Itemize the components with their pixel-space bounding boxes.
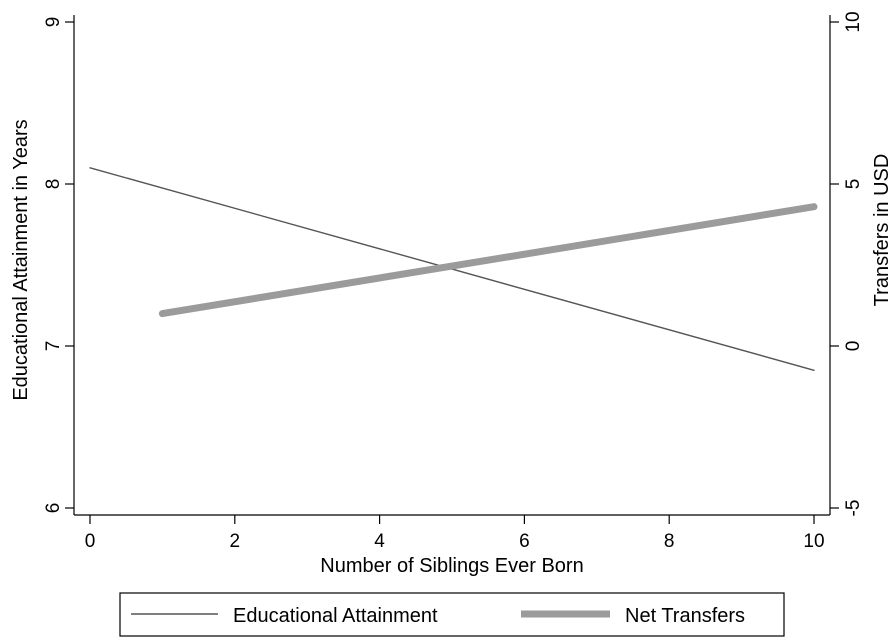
x-tick-label: 10 <box>803 531 824 552</box>
x-ticks: 0 2 4 6 8 10 <box>85 515 825 552</box>
left-y-tick-label: 9 <box>43 17 64 28</box>
legend: Educational Attainment Net Transfers <box>119 592 785 637</box>
x-tick-label: 0 <box>85 531 96 552</box>
legend-label-net-transfers: Net Transfers <box>625 605 745 627</box>
x-tick-label: 6 <box>519 531 530 552</box>
series-layer <box>89 167 818 371</box>
left-y-tick-label: 7 <box>43 341 64 352</box>
right-y-tick-label: -5 <box>843 500 864 517</box>
left-y-tick-label: 6 <box>43 503 64 514</box>
right-y-tick-label: 0 <box>843 341 864 352</box>
right-y-tick-label: 5 <box>843 179 864 190</box>
right-y-tick-label: 10 <box>843 11 864 32</box>
x-tick-label: 2 <box>230 531 241 552</box>
right-y-axis-title: Transfers in USD <box>871 154 893 307</box>
legend-label-educational-attainment: Educational Attainment <box>233 605 438 627</box>
x-axis-title: Number of Siblings Ever Born <box>320 555 583 577</box>
left-y-axis-title: Educational Attainment in Years <box>10 119 32 400</box>
x-tick-label: 8 <box>664 531 675 552</box>
left-y-tick-label: 8 <box>43 179 64 190</box>
series-line-net-transfers <box>158 203 818 318</box>
legend-box <box>119 592 785 637</box>
x-tick-label: 4 <box>374 531 385 552</box>
left-y-ticks: 6 7 8 9 <box>43 17 74 514</box>
right-y-ticks: -5 0 5 10 <box>830 11 864 516</box>
